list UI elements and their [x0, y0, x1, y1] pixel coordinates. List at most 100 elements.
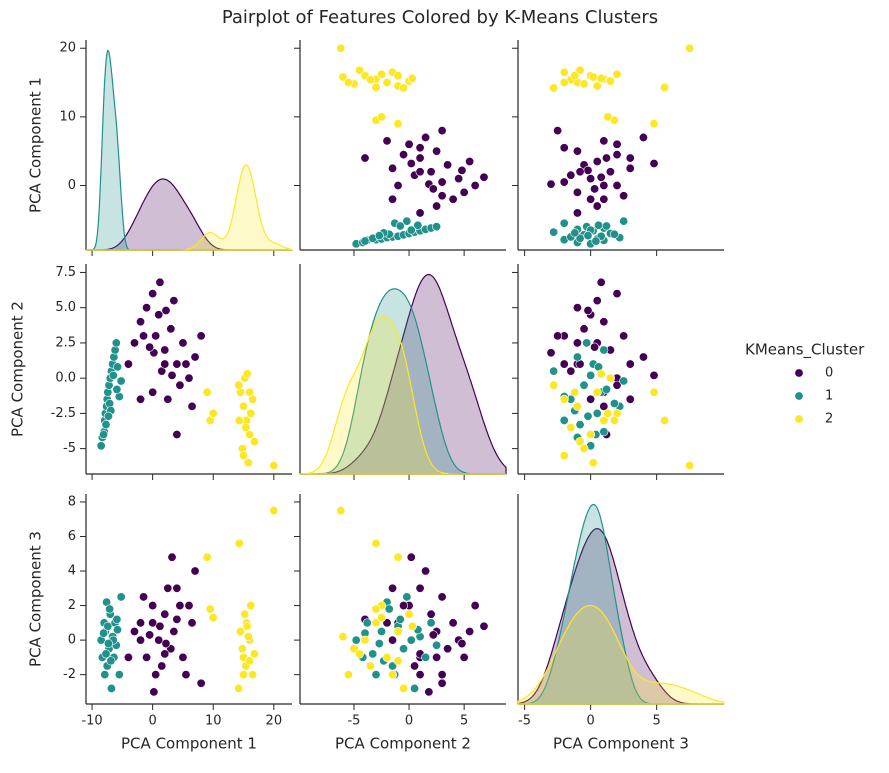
scatter-point — [596, 277, 606, 287]
x-tick-label: -5 — [347, 714, 360, 729]
scatter-point — [559, 451, 569, 461]
scatter-point — [338, 72, 348, 82]
scatter-point — [410, 661, 420, 671]
scatter-point — [167, 552, 177, 562]
kde-area — [86, 164, 293, 251]
scatter-point — [457, 165, 467, 175]
y-tick-label: 4 — [68, 564, 76, 579]
scatter-point — [407, 73, 417, 83]
scatter-point — [601, 384, 611, 394]
scatter-point — [187, 618, 197, 628]
scatter-point — [160, 345, 170, 355]
scatter-point — [240, 609, 250, 619]
scatter-point — [579, 324, 589, 334]
scatter-point — [241, 422, 251, 432]
scatter-point — [111, 338, 121, 348]
scatter-point — [360, 236, 370, 246]
scatter-point — [399, 644, 409, 654]
scatter-point — [148, 387, 158, 397]
scatter-point — [575, 167, 585, 177]
scatter-point — [553, 126, 563, 136]
scatter-point — [406, 552, 416, 562]
scatter-point — [112, 384, 122, 394]
scatter-point — [566, 422, 576, 432]
scatter-point — [432, 146, 442, 156]
scatter-point — [559, 218, 569, 228]
scatter-point — [106, 683, 116, 693]
scatter-point — [395, 221, 405, 231]
x-tick-label: 5 — [653, 714, 661, 729]
scatter-point — [470, 601, 480, 611]
scatter-point — [415, 583, 425, 593]
scatter-point — [393, 180, 403, 190]
scatter-point — [336, 43, 346, 53]
scatter-point — [619, 331, 629, 341]
scatter-point — [619, 376, 629, 386]
scatter-point — [406, 159, 416, 169]
scatter-point — [172, 614, 182, 624]
scatter-point — [384, 604, 394, 614]
scatter-point — [154, 310, 164, 320]
scatter-point — [572, 303, 582, 313]
scatter-point — [575, 437, 585, 447]
scatter-point — [190, 352, 200, 362]
scatter-point — [154, 635, 164, 645]
y-tick-label: 20 — [59, 41, 76, 56]
scatter-point — [437, 191, 447, 201]
scatter-point — [393, 71, 403, 81]
scatter-point — [448, 194, 458, 204]
scatter-point — [196, 331, 206, 341]
scatter-point — [579, 444, 589, 454]
scatter-point — [113, 362, 123, 372]
scatter-point — [395, 614, 405, 624]
scatter-point — [559, 394, 569, 404]
scatter-point — [612, 180, 622, 190]
scatter-point — [399, 683, 409, 693]
scatter-point — [421, 132, 431, 142]
scatter-point — [559, 78, 569, 88]
scatter-point — [619, 191, 629, 201]
scatter-point — [402, 216, 412, 226]
scatter-point — [129, 338, 139, 348]
scatter-point — [428, 630, 438, 640]
scatter-point — [343, 670, 353, 680]
scatter-point — [437, 678, 447, 688]
scatter-point — [377, 613, 387, 623]
scatter-point — [570, 387, 580, 397]
scatter-point — [601, 153, 611, 163]
scatter-point — [426, 167, 436, 177]
scatter-point — [234, 415, 244, 425]
scatter-point — [172, 583, 182, 593]
scatter-point — [136, 618, 146, 628]
scatter-point — [649, 387, 659, 397]
legend-marker — [794, 368, 804, 378]
scatter-point — [605, 76, 615, 86]
scatter-point — [190, 566, 200, 576]
scatter-point — [404, 609, 414, 619]
scatter-point — [399, 83, 409, 93]
scatter-point — [393, 552, 403, 562]
scatter-point — [354, 649, 364, 659]
scatter-point — [625, 153, 635, 163]
scatter-point — [163, 583, 173, 593]
scatter-point — [116, 376, 126, 386]
scatter-point — [163, 394, 173, 404]
legend-label: 2 — [825, 412, 833, 427]
scatter-point — [377, 112, 387, 122]
scatter-point — [592, 296, 602, 306]
scatter-point — [116, 592, 126, 602]
scatter-point — [148, 618, 158, 628]
scatter-point — [612, 380, 622, 390]
scatter-point — [136, 635, 146, 645]
x-axis-label: PCA Component 1 — [121, 735, 257, 753]
scatter-point — [349, 644, 359, 654]
kde-area — [299, 315, 506, 475]
scatter-point — [609, 415, 619, 425]
x-tick-label: 0 — [405, 714, 413, 729]
scatter-point — [151, 331, 161, 341]
scatter-point — [572, 146, 582, 156]
scatter-point — [685, 461, 695, 471]
scatter-point — [161, 306, 171, 316]
y-tick-label: 8 — [68, 494, 76, 509]
